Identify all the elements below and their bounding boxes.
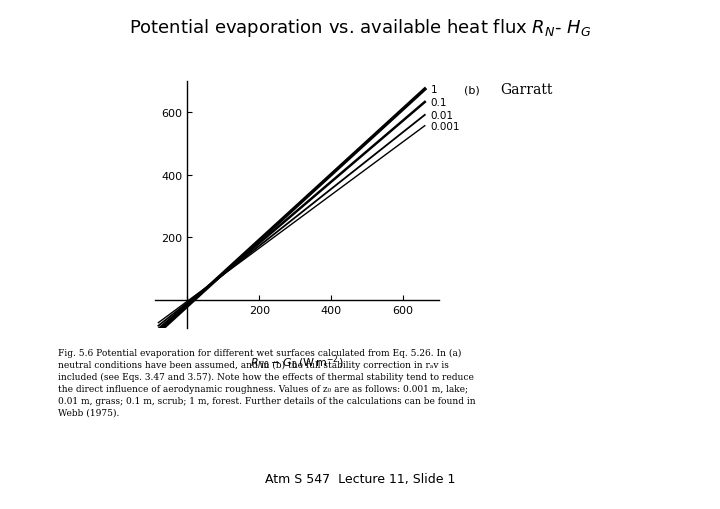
Text: 0.1: 0.1 xyxy=(431,98,447,108)
Text: Garratt: Garratt xyxy=(500,83,553,97)
Text: Atm S 547  Lecture 11, Slide 1: Atm S 547 Lecture 11, Slide 1 xyxy=(265,472,455,485)
Text: $R_{N0}-G_0\,(\mathrm{W\,m^{-2}})$: $R_{N0}-G_0\,(\mathrm{W\,m^{-2}})$ xyxy=(251,353,343,371)
Text: Potential evaporation vs. available heat flux $R_N$- $H_G$: Potential evaporation vs. available heat… xyxy=(129,17,591,39)
Text: 0.01: 0.01 xyxy=(431,110,454,121)
Text: 0.001: 0.001 xyxy=(431,122,460,131)
Text: 1: 1 xyxy=(431,85,437,95)
Text: Fig. 5.6 Potential evaporation for different wet surfaces calculated from Eq. 5.: Fig. 5.6 Potential evaporation for diffe… xyxy=(58,349,475,417)
Text: (b): (b) xyxy=(464,85,480,95)
